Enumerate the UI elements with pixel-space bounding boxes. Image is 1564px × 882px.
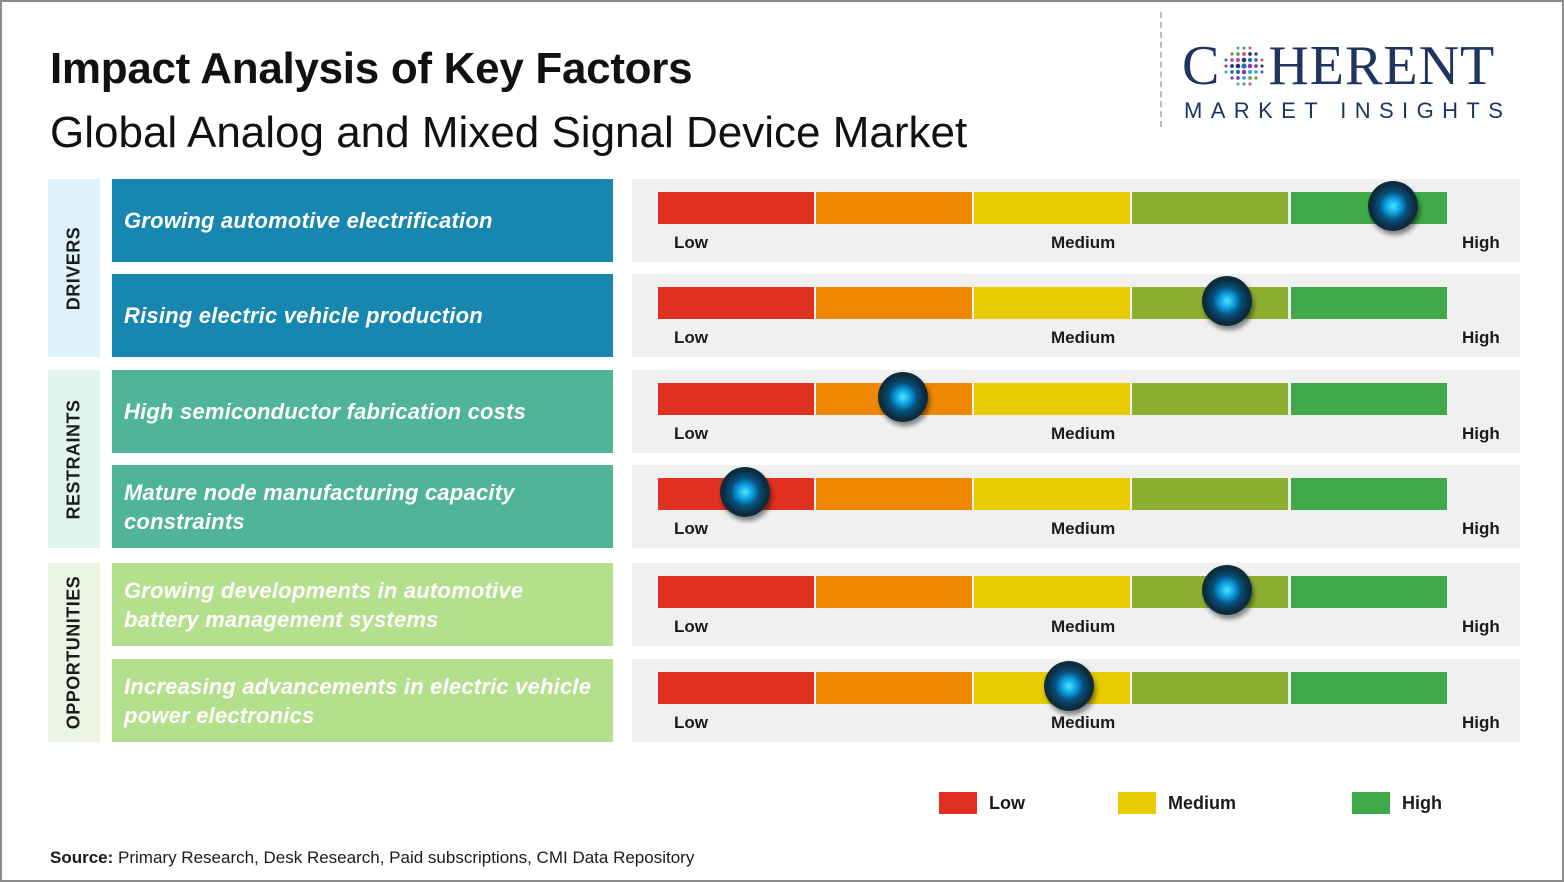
factor-label-text: High semiconductor fabrication costs (124, 399, 527, 424)
tick-label-high: High (1462, 424, 1500, 443)
impact-indicator-knob (1201, 276, 1252, 326)
gauge-segment-5 (1291, 287, 1447, 319)
tick-label-high: High (1462, 519, 1500, 538)
tick-label-low: Low (674, 424, 708, 443)
group-label-text: RESTRAINTS (63, 398, 84, 520)
legend-label: Medium (1168, 793, 1237, 813)
impact-gauge: Low Medium High (632, 274, 1520, 357)
impact-indicator-knob (1043, 661, 1094, 711)
logo-letters-herent: HERENT (1268, 35, 1496, 97)
gauge-segment-1 (658, 672, 814, 704)
impact-gauge: Low Medium High (632, 563, 1520, 646)
tick-label-high: High (1462, 328, 1500, 347)
tick-label-low: Low (674, 233, 708, 252)
tick-label-medium: Medium (1051, 519, 1116, 538)
gauge-segment-4 (1132, 672, 1288, 704)
gauge-segment-2 (816, 192, 972, 224)
gauge-segment-1 (658, 576, 814, 608)
group-label-text: DRIVERS (63, 226, 84, 310)
gauge-segment-3 (974, 478, 1130, 510)
group-label-restraints: RESTRAINTS (48, 370, 100, 548)
tick-label-low: Low (674, 519, 708, 538)
impact-gauge: Low Medium High (632, 659, 1520, 742)
factor-label-box: Rising electric vehicle production (112, 274, 613, 357)
group-label-drivers: DRIVERS (48, 179, 100, 357)
impact-indicator-knob (1367, 181, 1418, 231)
impact-gauge: Low Medium High (632, 370, 1520, 453)
gauge-segment-3 (974, 576, 1130, 608)
factor-label-text: Growing developments in automotive batte… (124, 577, 524, 632)
gauge-segment-4 (1132, 192, 1288, 224)
source-text: Primary Research, Desk Research, Paid su… (113, 848, 695, 867)
gauge-segment-2 (816, 576, 972, 608)
tick-label-high: High (1462, 617, 1500, 636)
tick-label-low: Low (674, 328, 708, 347)
source-note: Source: Primary Research, Desk Research,… (50, 848, 694, 868)
gauge-segment-5 (1291, 383, 1447, 415)
factor-label-box: Mature node manufacturing capacity const… (112, 465, 613, 548)
logo-letter-c: C (1182, 35, 1221, 97)
gauge-segment-4 (1132, 383, 1288, 415)
legend-label: Low (989, 793, 1025, 813)
source-label: Source: (50, 848, 114, 867)
tick-label-medium: Medium (1051, 328, 1116, 347)
factor-label-text: Increasing advancements in electric vehi… (124, 673, 592, 728)
company-logo: C HERENT MARKET INSIGHTS (1182, 38, 1542, 128)
gauge-segment-5 (1291, 576, 1447, 608)
tick-label-high: High (1462, 713, 1500, 732)
logo-wordmark: C HERENT (1182, 38, 1495, 94)
group-label-text: OPPORTUNITIES (63, 575, 84, 730)
tick-label-medium: Medium (1051, 617, 1116, 636)
group-label-opportunities: OPPORTUNITIES (48, 563, 100, 742)
gauge-segment-1 (658, 383, 814, 415)
gauge-segment-5 (1291, 672, 1447, 704)
legend-swatch (1118, 792, 1156, 814)
impact-gauge: Low Medium High (632, 465, 1520, 548)
gauge-segment-2 (816, 478, 972, 510)
legend-swatch (1352, 792, 1390, 814)
impact-gauge: Low Medium High (632, 179, 1520, 262)
factor-label-text: Mature node manufacturing capacity const… (124, 479, 515, 534)
tick-label-high: High (1462, 233, 1500, 252)
logo-tagline: MARKET INSIGHTS (1184, 98, 1512, 123)
factor-label-text: Rising electric vehicle production (124, 303, 483, 328)
logo-divider (1160, 12, 1162, 127)
page-title: Impact Analysis of Key Factors (50, 44, 693, 93)
tick-label-medium: Medium (1051, 424, 1116, 443)
tick-label-low: Low (674, 617, 708, 636)
impact-indicator-knob (877, 372, 928, 422)
page-subtitle: Global Analog and Mixed Signal Device Ma… (50, 108, 968, 157)
factor-label-box: Growing automotive electrification (112, 179, 613, 262)
gauge-segment-3 (974, 192, 1130, 224)
factor-label-box: High semiconductor fabrication costs (112, 370, 613, 453)
impact-indicator-knob (1201, 565, 1252, 615)
legend-swatch (939, 792, 977, 814)
tick-label-low: Low (674, 713, 708, 732)
dot-globe-icon (1222, 38, 1266, 94)
factor-label-text: Growing automotive electrification (124, 208, 493, 233)
gauge-segment-3 (974, 287, 1130, 319)
gauge-segment-1 (658, 192, 814, 224)
legend-label: High (1402, 793, 1442, 813)
gauge-segment-3 (974, 383, 1130, 415)
gauge-segment-1 (658, 287, 814, 319)
gauge-segment-2 (816, 287, 972, 319)
gauge-segment-2 (816, 672, 972, 704)
factor-label-box: Growing developments in automotive batte… (112, 563, 613, 646)
tick-label-medium: Medium (1051, 233, 1116, 252)
factor-label-box: Increasing advancements in electric vehi… (112, 659, 613, 742)
gauge-segment-5 (1291, 478, 1447, 510)
impact-indicator-knob (719, 467, 770, 517)
gauge-segment-4 (1132, 478, 1288, 510)
tick-label-medium: Medium (1051, 713, 1116, 732)
